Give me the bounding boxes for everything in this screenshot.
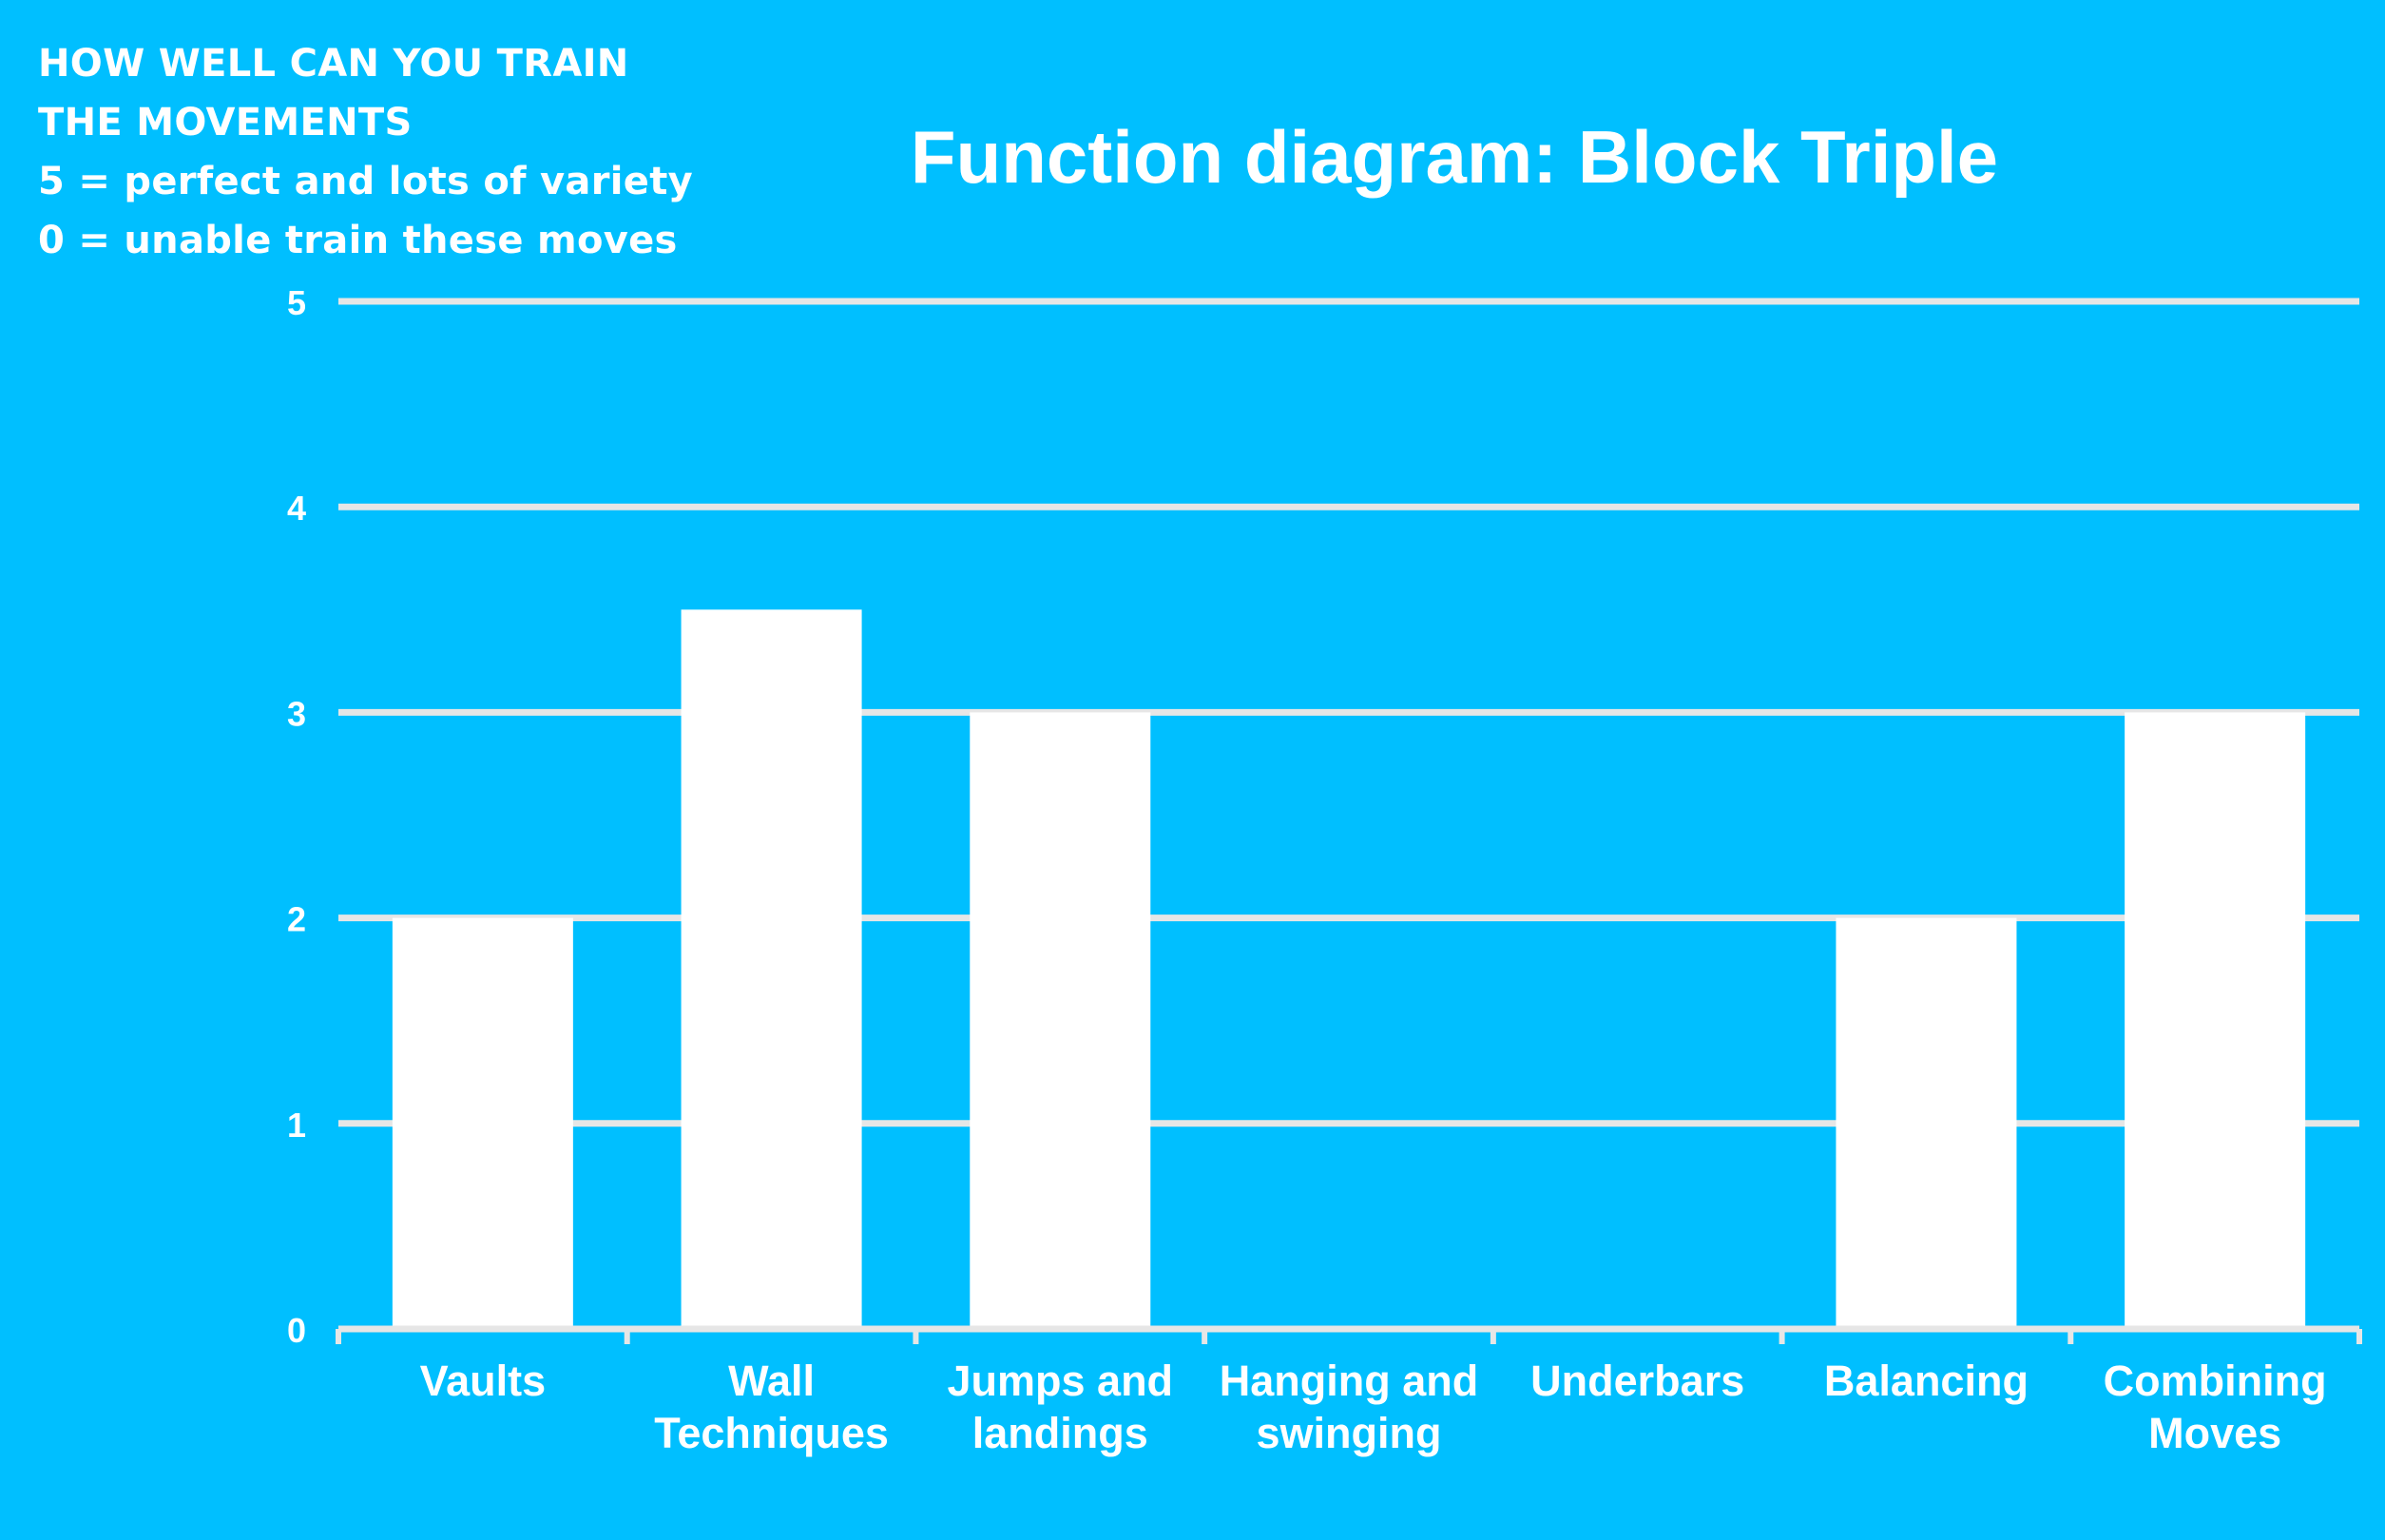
rating-scale-note: HOW WELL CAN YOU TRAIN THE MOVEMENTS 5 =… <box>38 34 703 270</box>
y-tick-label-4: 4 <box>287 489 306 528</box>
x-axis <box>336 1325 2362 1344</box>
bar-6 <box>1836 917 2017 1329</box>
x-tick-label-1: Vaults <box>420 1357 547 1405</box>
note-line-1: HOW WELL CAN YOU TRAIN <box>38 42 629 86</box>
note-line-3: 5 = perfect and lots of variety <box>38 160 693 203</box>
x-tick-label-3: Jumps and landings <box>948 1357 1174 1457</box>
x-tick-label-5: Underbars <box>1530 1357 1744 1405</box>
x-tick-label-7: Combining Moves <box>2104 1357 2327 1457</box>
bar-3 <box>970 712 1151 1329</box>
note-line-4: 0 = unable train these moves <box>38 219 678 262</box>
y-tick-label-5: 5 <box>287 283 306 322</box>
y-tick-label-1: 1 <box>287 1106 306 1145</box>
bar-7 <box>2125 712 2306 1329</box>
x-tick-label-2: Wall Techniques <box>654 1357 889 1457</box>
note-line-2: THE MOVEMENTS <box>38 101 413 144</box>
y-tick-labels: 0 1 2 3 4 5 <box>287 283 306 1350</box>
x-tick-label-6: Balancing <box>1824 1357 2029 1405</box>
x-tick-label-4: Hanging and swinging <box>1220 1357 1478 1457</box>
bar-1 <box>392 917 573 1329</box>
x-tick-labels: Vaults Wall Techniques Jumps and landings Han… <box>420 1357 2327 1457</box>
chart-title: Function diagram: Block Triple <box>910 115 1999 199</box>
bars <box>392 609 2306 1329</box>
y-tick-label-3: 3 <box>287 694 306 733</box>
y-tick-label-0: 0 <box>287 1311 306 1350</box>
gridlines <box>338 298 2359 1127</box>
bar-2 <box>681 609 862 1329</box>
y-tick-label-2: 2 <box>287 900 306 939</box>
